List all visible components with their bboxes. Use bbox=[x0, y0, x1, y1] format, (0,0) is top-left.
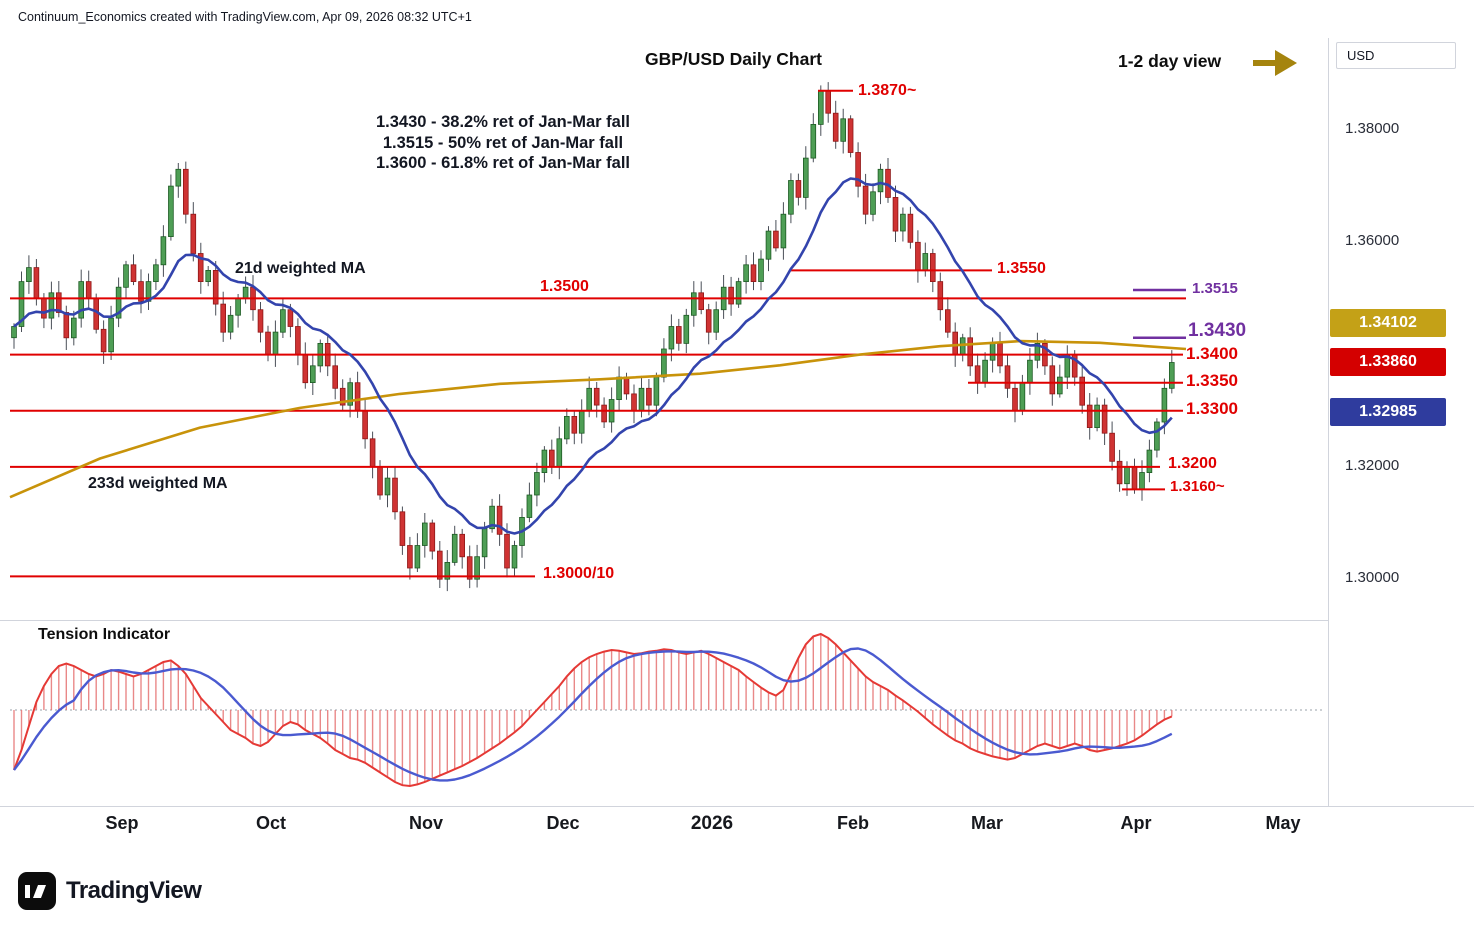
currency-selector[interactable]: USD bbox=[1336, 42, 1456, 69]
ma233-label: 233d weighted MA bbox=[88, 475, 228, 492]
price-tick-label: 1.30000 bbox=[1345, 569, 1400, 587]
brand-name: TradingView bbox=[66, 877, 202, 904]
price-tick-label: 1.32000 bbox=[1345, 456, 1400, 474]
month-label: Sep bbox=[105, 813, 139, 833]
currency-label: USD bbox=[1347, 48, 1375, 63]
month-label: Nov bbox=[408, 813, 444, 833]
price-badge-ma233: 1.34102 bbox=[1330, 308, 1446, 337]
attribution-text: Continuum_Economics created with Trading… bbox=[18, 10, 472, 24]
price-tick-label: 1.38000 bbox=[1345, 120, 1400, 137]
price-level-label: 1.3350 bbox=[1186, 371, 1238, 390]
fib-annotation-382: 1.3430 - 38.2% ret of Jan-Mar fall bbox=[375, 113, 631, 131]
view-note-label: 1-2 day view bbox=[1118, 51, 1222, 71]
price-level-label: 1.3300 bbox=[1186, 399, 1238, 418]
arrow-right-icon bbox=[1253, 50, 1297, 76]
price-axis-panel[interactable]: USD 1.38000 1.36000 1.32000 1.30000 1.34102… bbox=[1328, 38, 1474, 806]
year-label: 2026 bbox=[690, 813, 734, 834]
fib-retracement-annotations: 1.3430 - 38.2% ret of Jan-Mar fall 1.351… bbox=[303, 112, 703, 174]
price-level-label: 1.3200 bbox=[1168, 455, 1217, 472]
fib-annotation-618: 1.3600 - 61.8% ret of Jan-Mar fall bbox=[375, 154, 631, 172]
month-label: Feb bbox=[836, 813, 870, 833]
price-level-label: 1.3400 bbox=[1186, 344, 1238, 363]
price-level-label: 1.3550 bbox=[997, 260, 1046, 277]
price-level-label: 1.3500 bbox=[540, 278, 589, 295]
price-level-label: 1.3000/10 bbox=[543, 565, 615, 582]
ma21-label: 21d weighted MA bbox=[235, 260, 366, 277]
fib-annotation-50: 1.3515 - 50% ret of Jan-Mar fall bbox=[382, 133, 624, 152]
tradingview-logo-icon bbox=[18, 872, 56, 910]
price-level-label: 1.3430 bbox=[1188, 320, 1247, 341]
price-tick-label: 1.36000 bbox=[1345, 232, 1400, 250]
month-label: Oct bbox=[255, 813, 287, 833]
price-level-label: 1.3515 bbox=[1192, 280, 1238, 297]
price-level-label: 1.3160~ bbox=[1170, 478, 1225, 495]
price-level-label: 1.3870~ bbox=[858, 82, 917, 99]
chart-title: GBP/USD Daily Chart bbox=[645, 49, 822, 69]
tension-indicator-title: Tension Indicator bbox=[38, 626, 171, 643]
price-badge-last: 1.33860 bbox=[1330, 348, 1446, 377]
month-label: May bbox=[1265, 813, 1301, 833]
footer-brand[interactable]: TradingView bbox=[18, 872, 202, 910]
month-label: Apr bbox=[1120, 813, 1152, 833]
price-badge-ma21: 1.32985 bbox=[1330, 397, 1446, 426]
month-label: Dec bbox=[546, 813, 580, 833]
month-label: Mar bbox=[970, 813, 1004, 833]
